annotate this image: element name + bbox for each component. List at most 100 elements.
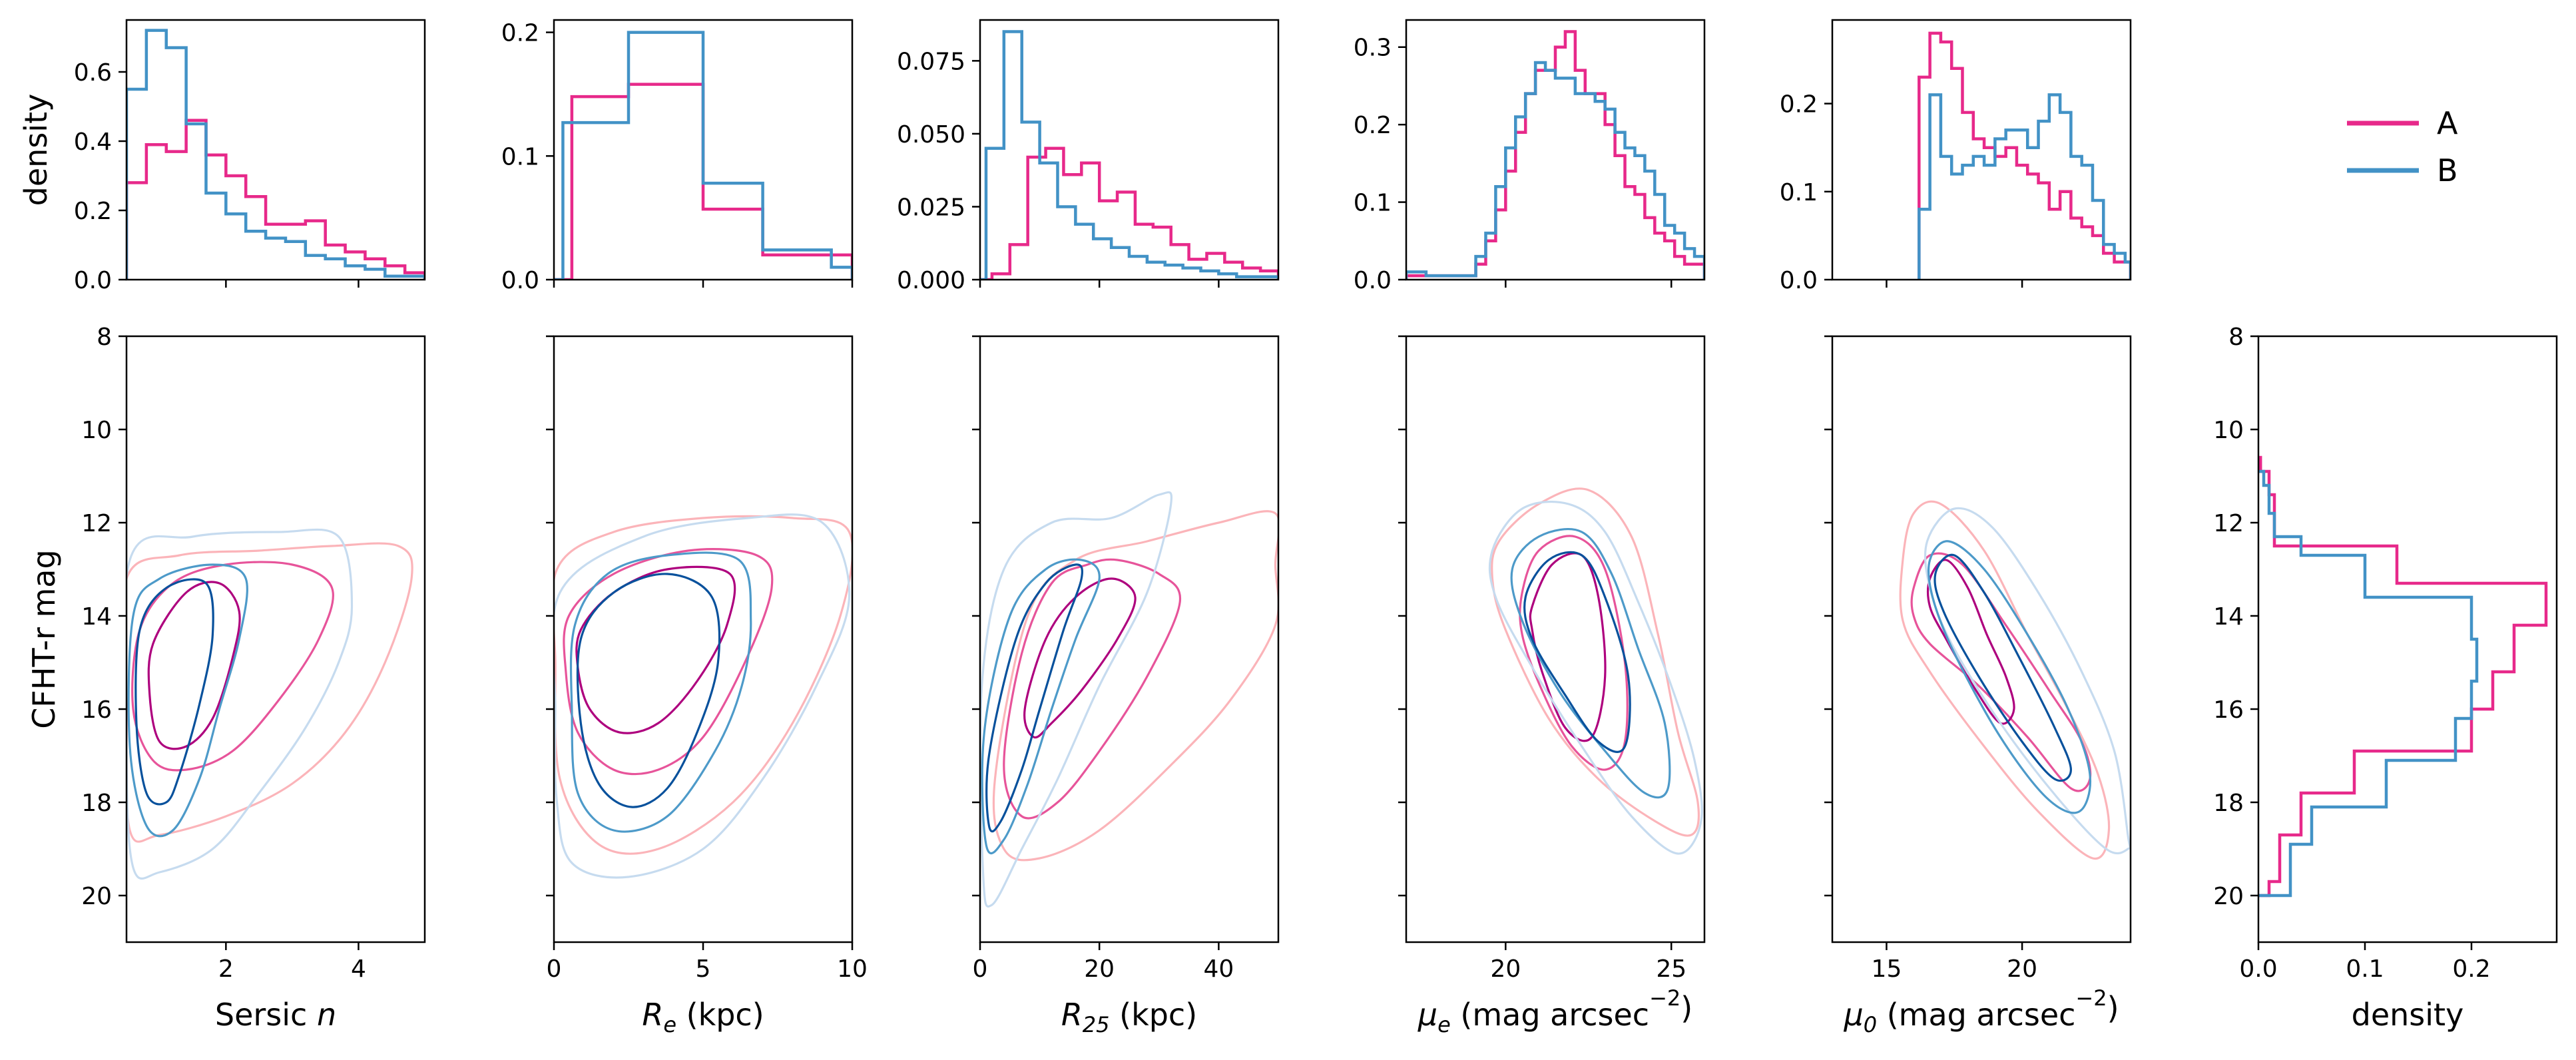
contour-b-level-1 — [1488, 501, 1703, 855]
contour-a-level-1 — [1491, 487, 1700, 837]
contour-a-level-2 — [1003, 558, 1182, 820]
plot-area — [127, 528, 413, 880]
axes-frame — [125, 19, 426, 281]
contour-a-level-3 — [147, 581, 241, 750]
step-series-b — [1918, 93, 2131, 280]
contour-b-level-3 — [576, 573, 721, 808]
y-tick-label: 12 — [2213, 510, 2244, 537]
y-tick-label: 16 — [81, 696, 112, 724]
panel-hist-mue: 0.0 0.1 0.2 0.3 — [1354, 19, 1706, 294]
contour-b-level-2 — [1927, 540, 2092, 814]
y-tick-label: 0.050 — [897, 121, 965, 148]
legend: A B — [2347, 105, 2458, 188]
contour-b-level-1 — [1924, 507, 2131, 855]
contour-b-level-2 — [1510, 528, 1671, 799]
axes-frame — [2257, 335, 2558, 943]
legend-label-a: A — [2437, 105, 2458, 141]
axes-frame — [125, 335, 426, 943]
y-tick-label: 0.2 — [1354, 112, 1392, 139]
y-tick-label: 0.2 — [74, 198, 112, 225]
y-tick-label: 0.2 — [501, 20, 539, 47]
contour-b-level-2 — [127, 563, 248, 838]
y-tick-label: 0.4 — [74, 129, 112, 156]
step-series-b — [1406, 61, 1704, 280]
y-axis-label: CFHT-r mag — [26, 549, 62, 728]
y-tick-label: 0.0 — [501, 267, 539, 294]
contour-a-level-3 — [1529, 552, 1607, 742]
plot-area — [554, 513, 852, 879]
contour-b-level-3 — [985, 563, 1084, 833]
y-tick-label: 0.0 — [1780, 267, 1818, 294]
y-tick-label: 0.2 — [1780, 91, 1818, 119]
plot-area — [980, 491, 1278, 908]
x-tick-label: 40 — [1203, 955, 1234, 983]
y-tick-label: 10 — [81, 417, 112, 444]
y-tick-label: 0.025 — [897, 194, 965, 221]
contour-a-level-3 — [1926, 559, 2015, 725]
step-series-a — [980, 146, 1278, 280]
panel-kde-sersic: 2 4 8 10 12 14 16 18 20 Sersic n CFHT-r mag — [26, 324, 426, 1033]
x-tick-label: 0 — [547, 955, 562, 983]
contour-a-level-1 — [1899, 500, 2111, 860]
y-tick-label: 0.1 — [501, 143, 539, 170]
y-tick-label: 8 — [2228, 324, 2244, 351]
x-tick-label: 5 — [696, 955, 711, 983]
x-axis-label: density — [2352, 997, 2464, 1033]
y-tick-label: 14 — [2213, 603, 2244, 631]
y-axis-label: density — [18, 94, 54, 206]
panel-hist-r25: 0.000 0.025 0.050 0.075 — [897, 19, 1280, 294]
x-tick-label: 0.1 — [2346, 955, 2384, 983]
panel-hist-re: 0.0 0.1 0.2 — [501, 19, 854, 294]
y-tick-label: 0.6 — [74, 59, 112, 87]
axes-frame — [553, 335, 854, 943]
contour-a-level-3 — [575, 565, 736, 734]
y-tick-label: 0.0 — [74, 267, 112, 294]
x-tick-label: 0.2 — [2452, 955, 2490, 983]
contour-b-level-2 — [981, 558, 1101, 855]
y-tick-label: 0.3 — [1354, 35, 1392, 62]
contour-b-level-1 — [554, 513, 851, 879]
panel-hist-sersic: 0.0 0.2 0.4 0.6 density — [18, 19, 426, 294]
x-tick-label: 20 — [2007, 955, 2037, 983]
y-tick-label: 20 — [81, 883, 112, 910]
step-series-a — [2258, 455, 2548, 898]
contour-a-level-2 — [563, 548, 774, 776]
plot-area — [554, 31, 852, 280]
y-tick-label: 0.075 — [897, 48, 965, 75]
step-series-b — [2258, 469, 2479, 898]
y-tick-label: 0.0 — [1354, 267, 1392, 294]
panel-hist-mag: 0.0 0.1 0.2 8 10 12 14 16 18 20 density — [2213, 324, 2558, 1033]
x-axis-label: μe (mag arcsec−2) — [1417, 985, 1692, 1037]
plot-area — [1488, 487, 1703, 855]
y-tick-label: 8 — [97, 324, 112, 351]
contour-b-level-3 — [1933, 553, 2073, 782]
axes-frame — [1831, 19, 2132, 281]
x-tick-label: 0 — [973, 955, 988, 983]
y-tick-label: 18 — [2213, 790, 2244, 817]
axes-frame — [979, 19, 1280, 281]
legend-label-b: B — [2437, 152, 2458, 188]
plot-area — [1899, 500, 2131, 860]
contour-b-level-1 — [127, 528, 354, 880]
y-tick-label: 14 — [81, 603, 112, 631]
x-tick-label: 2 — [218, 955, 234, 983]
x-tick-label: 20 — [1084, 955, 1115, 983]
axes-frame — [1831, 335, 2132, 943]
contour-a-level-2 — [1910, 552, 2092, 792]
contour-b-level-3 — [1523, 551, 1631, 753]
axes-frame — [1405, 335, 1706, 943]
y-tick-label: 20 — [2213, 883, 2244, 910]
contour-a-level-1 — [554, 515, 852, 855]
x-axis-label: Sersic n — [215, 997, 336, 1033]
panel-kde-re: 0 5 10 Re (kpc) — [546, 335, 868, 1037]
x-tick-label: 10 — [837, 955, 868, 983]
contour-a-level-2 — [1519, 535, 1629, 771]
x-tick-label: 0.0 — [2239, 955, 2277, 983]
axes-frame — [1405, 19, 1706, 281]
plot-area — [980, 30, 1278, 280]
plot-area — [1918, 31, 2131, 280]
